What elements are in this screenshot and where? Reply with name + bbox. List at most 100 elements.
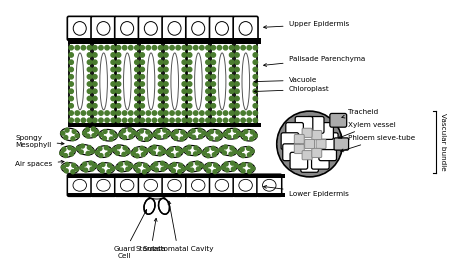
Circle shape (111, 60, 115, 64)
Circle shape (146, 130, 150, 134)
Ellipse shape (95, 146, 112, 157)
Circle shape (135, 82, 139, 86)
Circle shape (327, 166, 329, 169)
Ellipse shape (195, 53, 202, 110)
Circle shape (116, 74, 121, 79)
Circle shape (181, 130, 185, 134)
Circle shape (253, 82, 257, 86)
Ellipse shape (136, 129, 153, 141)
Circle shape (140, 111, 145, 115)
Circle shape (69, 46, 73, 50)
Circle shape (72, 129, 76, 133)
Circle shape (164, 46, 168, 50)
Circle shape (253, 103, 257, 108)
Circle shape (332, 161, 334, 164)
Circle shape (230, 146, 234, 150)
Circle shape (182, 89, 186, 94)
Circle shape (335, 156, 338, 158)
Circle shape (158, 46, 163, 50)
Circle shape (119, 133, 123, 137)
Circle shape (166, 131, 170, 135)
FancyBboxPatch shape (316, 139, 326, 149)
FancyBboxPatch shape (330, 113, 346, 127)
Circle shape (241, 118, 246, 123)
Ellipse shape (61, 163, 79, 173)
Circle shape (250, 130, 254, 134)
Circle shape (227, 129, 230, 133)
Circle shape (241, 46, 246, 50)
Ellipse shape (215, 179, 228, 191)
Circle shape (182, 111, 186, 115)
Circle shape (295, 116, 298, 118)
FancyBboxPatch shape (186, 16, 210, 40)
Circle shape (206, 82, 210, 86)
Circle shape (235, 53, 239, 57)
Circle shape (117, 145, 120, 149)
FancyBboxPatch shape (312, 130, 322, 140)
Ellipse shape (168, 179, 181, 191)
Ellipse shape (219, 53, 226, 110)
Circle shape (211, 89, 216, 94)
Circle shape (164, 103, 168, 108)
Text: Tracheid: Tracheid (342, 108, 378, 118)
Ellipse shape (237, 147, 254, 157)
Circle shape (235, 67, 239, 72)
Circle shape (200, 46, 204, 50)
Circle shape (198, 128, 202, 132)
Circle shape (146, 111, 151, 115)
Circle shape (211, 46, 216, 50)
Circle shape (211, 82, 216, 86)
Ellipse shape (97, 179, 110, 191)
Circle shape (158, 103, 163, 108)
Ellipse shape (112, 145, 130, 156)
Bar (68, 123, 262, 127)
FancyBboxPatch shape (162, 16, 187, 40)
FancyBboxPatch shape (115, 174, 139, 196)
Circle shape (229, 67, 234, 72)
Circle shape (174, 136, 178, 140)
Circle shape (170, 46, 174, 50)
Bar (92, 41, 115, 125)
Circle shape (164, 89, 168, 94)
Circle shape (145, 137, 149, 141)
Circle shape (221, 165, 226, 170)
Circle shape (111, 89, 115, 94)
Circle shape (61, 131, 65, 135)
Circle shape (215, 137, 219, 141)
Circle shape (64, 154, 68, 157)
Circle shape (95, 151, 99, 155)
Ellipse shape (206, 129, 223, 141)
FancyBboxPatch shape (210, 174, 234, 196)
Circle shape (206, 103, 210, 108)
Circle shape (71, 170, 75, 174)
Ellipse shape (97, 163, 115, 173)
Circle shape (111, 46, 115, 50)
Text: Vascular bundle: Vascular bundle (440, 113, 447, 171)
Circle shape (187, 111, 192, 115)
Circle shape (111, 103, 115, 108)
Bar (211, 41, 233, 125)
Circle shape (158, 60, 163, 64)
Circle shape (68, 146, 72, 150)
Circle shape (62, 165, 65, 169)
Circle shape (229, 152, 233, 156)
Circle shape (196, 167, 201, 171)
Circle shape (157, 135, 161, 139)
Circle shape (74, 167, 79, 171)
Circle shape (116, 67, 121, 72)
Circle shape (321, 116, 324, 118)
Circle shape (87, 67, 91, 72)
Circle shape (69, 96, 73, 101)
Circle shape (230, 161, 235, 165)
Circle shape (87, 74, 91, 79)
Circle shape (169, 165, 173, 169)
Circle shape (89, 161, 93, 165)
Bar (116, 41, 138, 125)
Circle shape (152, 118, 157, 123)
Ellipse shape (99, 129, 118, 141)
Ellipse shape (73, 21, 86, 35)
Circle shape (146, 167, 150, 171)
Ellipse shape (219, 145, 237, 156)
Circle shape (179, 163, 182, 167)
Text: Air spaces: Air spaces (15, 160, 64, 167)
